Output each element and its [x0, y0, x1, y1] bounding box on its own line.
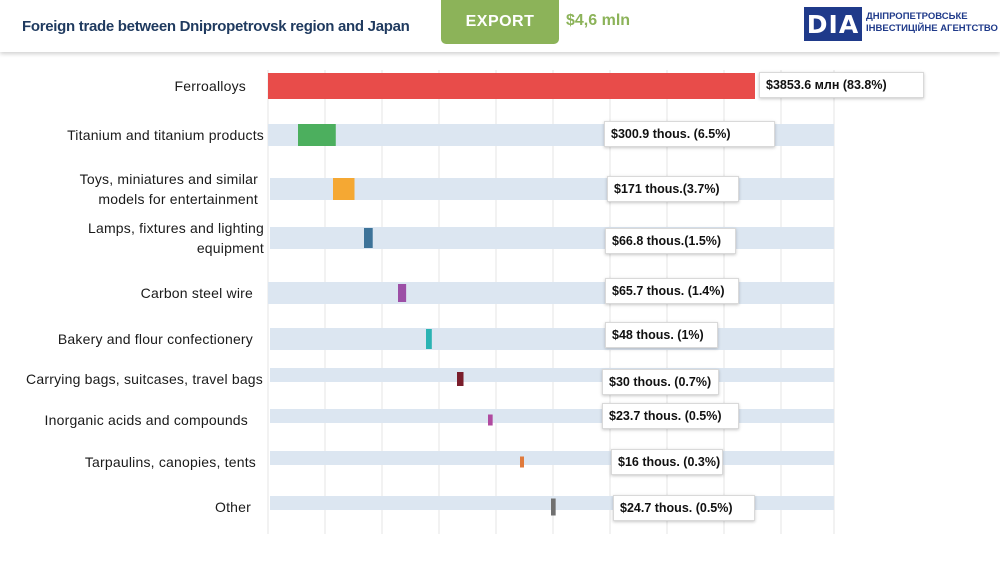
logo-mark: DIA	[804, 7, 862, 41]
data-label: $66.8 thous.(1.5%)	[605, 228, 736, 254]
export-button[interactable]: EXPORT	[441, 0, 559, 44]
bar-track	[270, 409, 834, 423]
category-label-line: models for entertainment	[98, 191, 258, 207]
category-label: Carrying bags, suitcases, travel bags	[26, 369, 263, 389]
category-label-line: Inorganic acids and compounds	[44, 412, 248, 428]
logo-line-2: ІНВЕСТИЦІЙНЕ АГЕНТСТВО	[866, 23, 998, 34]
bar-ferroalloys	[268, 73, 755, 99]
bar-inorganic-acids-and-compounds	[488, 414, 493, 426]
category-label: Toys, miniatures and similar models for e…	[80, 169, 258, 209]
category-label: Tarpaulins, canopies, tents	[85, 452, 256, 472]
bar-track	[270, 328, 834, 350]
bar-titanium-and-titanium-products	[298, 124, 336, 146]
logo-text: ДНІПРОПЕТРОВСЬКЕ ІНВЕСТИЦІЙНЕ АГЕНТСТВО	[866, 11, 998, 35]
data-label: $48 thous. (1%)	[605, 322, 718, 348]
header-bar: Foreign trade between Dnipropetrovsk reg…	[0, 0, 1000, 52]
bar-track	[270, 368, 834, 382]
category-label-line: Carrying bags, suitcases, travel bags	[26, 371, 263, 387]
data-label: $3853.6 млн (83.8%)	[759, 72, 924, 98]
category-label-line: Other	[214, 499, 251, 515]
category-label-line: Tarpaulins, canopies, tents	[84, 454, 256, 470]
data-label: $65.7 thous. (1.4%)	[605, 278, 739, 304]
bar-bakery-and-flour-confectionery	[426, 329, 432, 349]
category-label: Bakery and flour confectionery	[58, 329, 253, 349]
bar-track	[270, 178, 834, 200]
bar-lamps-fixtures-and-lighting-equipment	[364, 228, 373, 248]
category-label: Titanium and titanium products	[67, 125, 264, 145]
data-label: $171 thous.(3.7%)	[607, 176, 739, 202]
data-label: $30 thous. (0.7%)	[602, 369, 719, 395]
dia-logo: DIA ДНІПРОПЕТРОВСЬКЕ ІНВЕСТИЦІЙНЕ АГЕНТС…	[804, 7, 998, 43]
bar-toys-miniatures-and-similar-models-for-entertainment	[333, 178, 355, 200]
category-label: Lamps, fixtures and lighting equipment	[88, 218, 264, 258]
category-label-line: Titanium and titanium products	[67, 127, 264, 143]
category-label-line: Carbon steel wire	[140, 285, 253, 301]
category-label: Other	[215, 497, 251, 517]
bar-carbon-steel-wire	[398, 284, 407, 302]
data-label: $23.7 thous. (0.5%)	[602, 403, 739, 429]
data-label: $24.7 thous. (0.5%)	[613, 495, 755, 521]
category-label-line: Lamps, fixtures and lighting	[87, 220, 264, 236]
category-label: Inorganic acids and compounds	[45, 410, 248, 430]
bar-track	[268, 282, 834, 304]
category-label-line: Ferroalloys	[174, 78, 246, 94]
data-label: $300.9 thous. (6.5%)	[604, 121, 775, 147]
logo-line-1: ДНІПРОПЕТРОВСЬКЕ	[866, 11, 968, 22]
page-title: Foreign trade between Dnipropetrovsk reg…	[22, 18, 410, 35]
bar-carrying-bags-suitcases-travel-bags	[457, 372, 464, 386]
bar-tarpaulins-canopies-tents	[520, 456, 524, 468]
data-label: $16 thous. (0.3%)	[611, 449, 723, 475]
category-label: Carbon steel wire	[141, 283, 253, 303]
category-label-line: Toys, miniatures and similar	[79, 171, 258, 187]
category-label-line: equipment	[196, 240, 264, 256]
bar-track	[270, 227, 834, 249]
export-total-value: $4,6 mln	[566, 12, 631, 29]
bar-track	[270, 451, 834, 465]
category-label: Ferroalloys	[175, 76, 246, 96]
export-chart: Ferroalloys $3853.6 млн (83.8%) Titanium a…	[0, 52, 1000, 562]
category-label-line: Bakery and flour confectionery	[57, 331, 253, 347]
bar-other	[551, 498, 556, 516]
